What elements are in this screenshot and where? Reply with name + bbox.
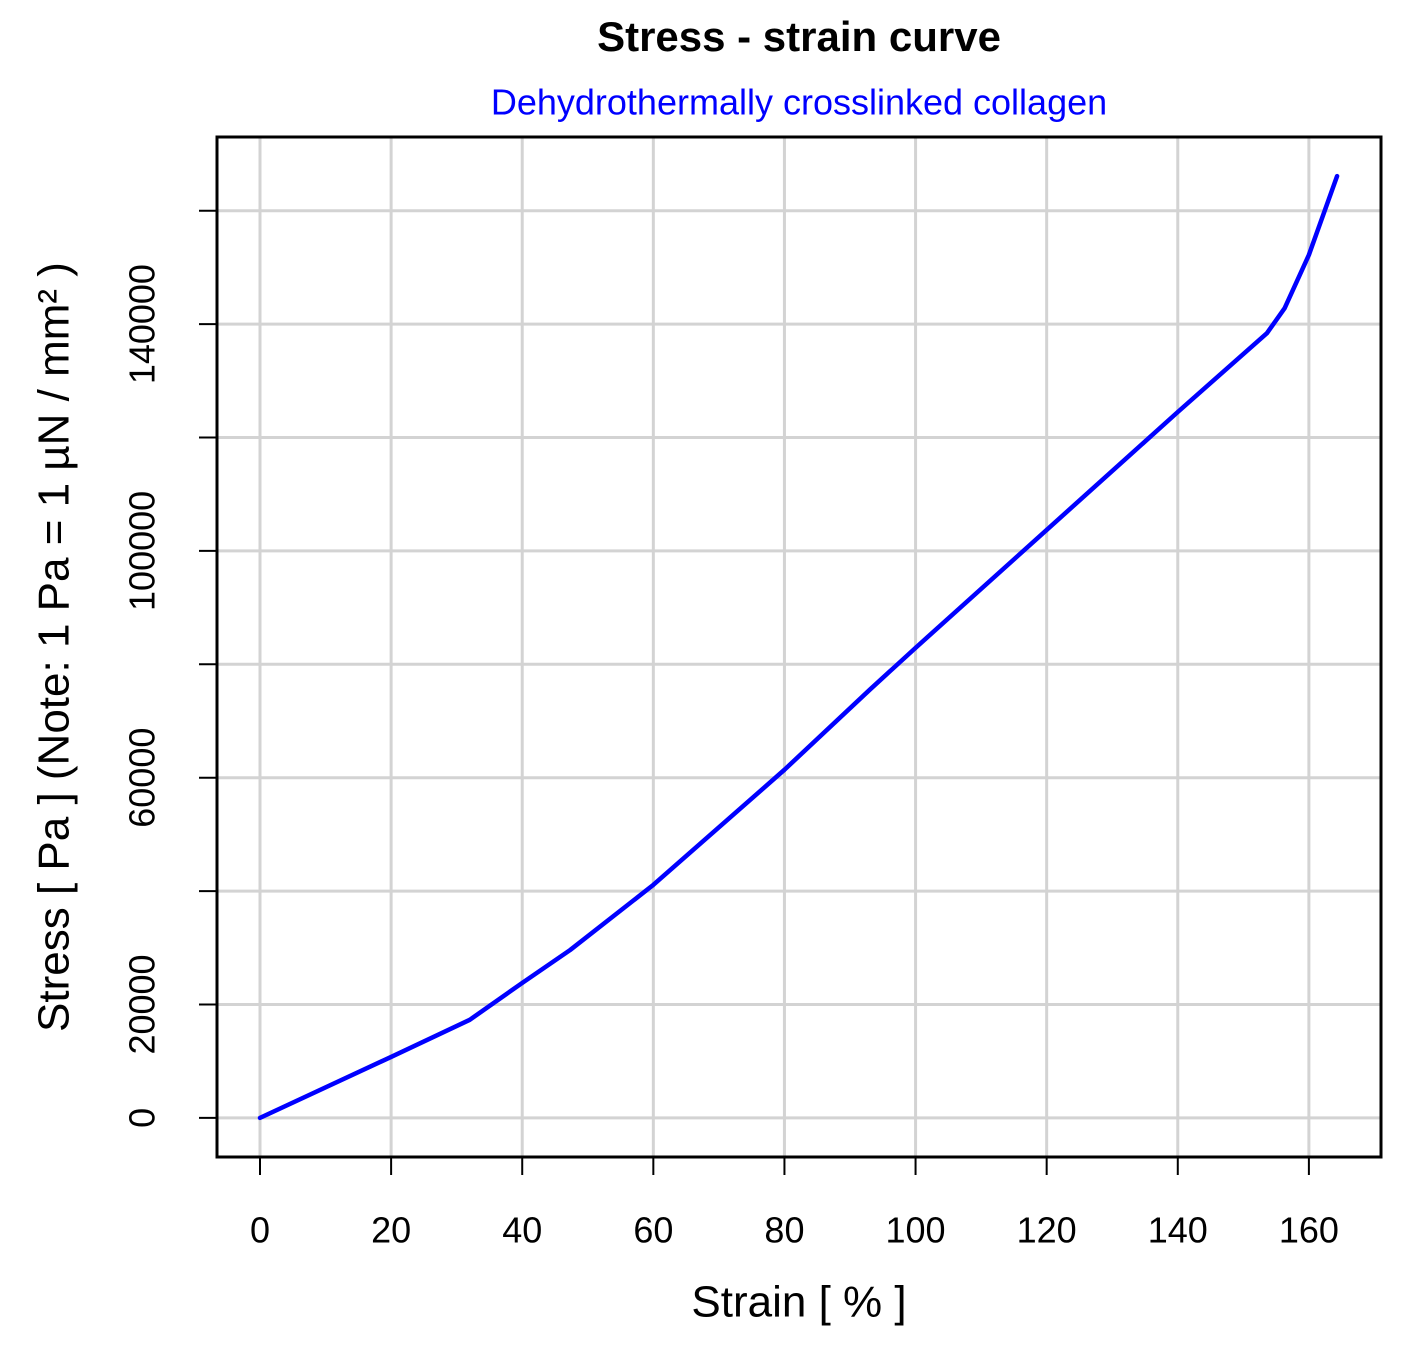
x-tick-label: 160 — [1279, 1210, 1339, 1251]
y-tick-label: 60000 — [122, 728, 163, 828]
data-line — [257, 173, 1340, 1121]
chart-subtitle: Dehydrothermally crosslinked collagen — [491, 82, 1107, 123]
x-tick-label: 60 — [633, 1210, 673, 1251]
x-axis-label: Strain [ % ] — [691, 1278, 906, 1327]
plot-frame — [215, 135, 1383, 1159]
x-tick-label: 140 — [1148, 1210, 1208, 1251]
x-tick-label: 20 — [371, 1210, 411, 1251]
chart-title: Stress - strain curve — [597, 13, 1001, 60]
x-tick-label: 100 — [886, 1210, 946, 1251]
x-tick-label: 0 — [250, 1210, 270, 1251]
y-axis-label: Stress [ Pa ] (Note: 1 Pa = 1 µN / mm² ) — [30, 262, 79, 1032]
y-tick-label: 0 — [122, 1108, 163, 1128]
y-tick-label: 140000 — [122, 264, 163, 384]
x-tick-label: 120 — [1017, 1210, 1077, 1251]
x-tick-label: 80 — [764, 1210, 804, 1251]
y-tick-label: 100000 — [122, 491, 163, 611]
y-tick-label: 20000 — [122, 954, 163, 1054]
x-tick-label: 40 — [502, 1210, 542, 1251]
